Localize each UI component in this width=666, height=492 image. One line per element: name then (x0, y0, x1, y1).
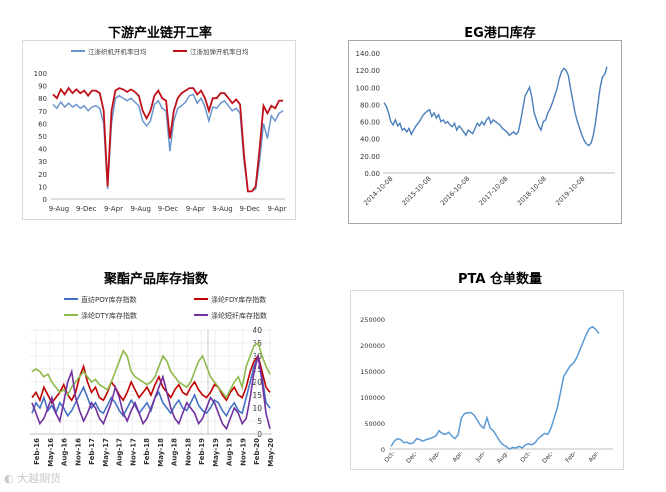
chart3-series-line-0 (31, 353, 271, 418)
chart3-right-ytick-3: 15 (252, 391, 262, 400)
chart2-title: EG港口库存 (464, 26, 536, 41)
chart4-plot: 0 50000 100000 150000 200000 250000 Oct- Dec- Fe… (350, 290, 624, 470)
chart3-xtick-2: Aug-16 (61, 438, 69, 466)
chart3-xtick-10: Aug-18 (171, 438, 179, 466)
chart2-xtick-3: 2017-10-08 (477, 175, 509, 207)
chart2-ytick-1: 20.00 (360, 153, 380, 161)
chart1-plot: 0 10 20 30 40 50 60 70 80 90 100 9-Aug 9-Dec 9-Apr 9-A… (22, 40, 296, 220)
chart1-legend-label-1: 江浙加弹开机率日均 (190, 47, 249, 56)
chart3-xtick-11: Nov-18 (184, 438, 192, 466)
chart3-xtick-13: May-19 (212, 438, 220, 467)
chart3-xtick-0: Feb-16 (33, 438, 41, 465)
chart4-title: PTA 仓单数量 (458, 272, 542, 287)
chart1-ytick-4: 40 (38, 146, 47, 154)
chart1-xtick-4: 9-Dec (158, 205, 179, 213)
chart2-series-line-0 (383, 66, 608, 147)
chart3-right-ytick-2: 10 (252, 404, 262, 413)
chart4-ytick-1: 50000 (364, 420, 385, 428)
chart3-xtick-8: Feb-18 (143, 438, 151, 465)
chart2-xtick-5: 2019-10-08 (554, 175, 586, 207)
chart1-ytick-7: 70 (38, 108, 47, 116)
chart1-ytick-10: 100 (34, 70, 47, 78)
chart1-ytick-6: 60 (38, 120, 47, 128)
chart2-ytick-5: 100.00 (356, 84, 381, 92)
chart3-right-ytick-1: 5 (257, 417, 262, 426)
chart3-legend-label-1: 涤纶FDY库存指数 (211, 295, 266, 304)
chart3-xtick-5: May-17 (102, 438, 110, 467)
chart2-xtick-1: 2015-10-08 (400, 175, 432, 207)
chart2-ytick-4: 80.00 (360, 101, 380, 109)
chart4-xtick-3: Apr- (451, 450, 464, 464)
logo-icon: ◐ (4, 472, 14, 485)
chart3-xtick-3: Nov-16 (74, 438, 82, 466)
chart2-plot: 0.00 20.00 40.00 60.00 80.00 100.00 120.00 140.… (348, 40, 622, 224)
watermark-logo: ◐ 大越期货 (4, 470, 61, 486)
chart1-legend-label-0: 江浙织机开机率日均 (88, 47, 147, 56)
logo-text: 大越期货 (17, 472, 62, 485)
chart3-xtick-15: Nov-19 (239, 438, 247, 466)
chart3-right-ytick-5: 25 (252, 365, 262, 374)
chart3-xtick-6: Aug-17 (116, 438, 124, 466)
chart2-xtick-0: 2014-10-08 (362, 175, 394, 207)
chart3-xtick-16: Feb-20 (253, 438, 261, 465)
chart3-right-ytick-8: 40 (252, 326, 262, 335)
chart3-xtick-17: May-20 (267, 438, 275, 467)
chart1-ytick-3: 30 (38, 158, 47, 166)
chart4-xtick-4: Jun- (474, 450, 487, 464)
chart4-xtick-8: Feb- (564, 450, 578, 464)
chart2-ytick-7: 140.00 (356, 50, 381, 58)
chart4-ytick-4: 200000 (360, 342, 385, 350)
chart1-xtick-2: 9-Apr (104, 205, 123, 213)
chart3-right-ytick-4: 20 (252, 378, 262, 387)
chart3-legend-label-0: 直纺POY库存指数 (81, 295, 137, 304)
chart2-xtick-4: 2018-10-08 (516, 175, 548, 207)
chart1-ytick-2: 20 (38, 171, 47, 179)
chart4-ytick-3: 150000 (360, 368, 385, 376)
chart3-plot: 0510152025303540Feb-16May-16Aug-16Nov-16… (30, 295, 275, 467)
chart1-ytick-8: 80 (38, 95, 47, 103)
chart3-xtick-14: Aug-19 (226, 438, 234, 466)
chart1-xtick-0: 9-Aug (49, 205, 70, 213)
chart3-xtick-7: Nov-17 (129, 438, 137, 466)
chart3-title: 聚酯产品库存指数 (103, 272, 208, 287)
chart4-ytick-5: 250000 (360, 316, 385, 324)
chart4-xtick-9: Apr- (587, 450, 600, 464)
chart3-xtick-12: Feb-19 (198, 438, 206, 465)
chart1-xtick-5: 9-Apr (186, 205, 205, 213)
chart3-legend-label-3: 涤纶短纤库存指数 (211, 311, 267, 320)
chart1-ytick-0: 0 (43, 196, 47, 204)
chart1-xtick-1: 9-Dec (76, 205, 97, 213)
chart1-xtick-6: 9-Aug (212, 205, 233, 213)
chart4-xtick-7: Dec- (541, 450, 555, 465)
chart2-ytick-2: 40.00 (360, 136, 380, 144)
chart1-series-line-1 (52, 86, 283, 193)
chart1-xtick-8: 9-Apr (268, 205, 287, 213)
chart3-xtick-1: May-16 (47, 438, 55, 467)
chart2-ytick-3: 60.00 (360, 119, 380, 127)
chart4-series-line-0 (390, 325, 600, 450)
chart1-title: 下游产业链开工率 (107, 26, 212, 41)
chart2-ytick-0: 0.00 (364, 170, 380, 178)
chart3-series-line-1 (31, 354, 271, 405)
chart1-series-line-0 (52, 93, 284, 193)
chart1-xtick-7: 9-Dec (239, 205, 260, 213)
chart4-xtick-6: Oct- (519, 450, 532, 464)
chart2-xtick-2: 2016-10-08 (439, 175, 471, 207)
chart3-xtick-9: May-18 (157, 438, 165, 467)
chart3-legend-label-2: 涤纶DTY库存指数 (81, 311, 137, 320)
chart3-series-line-2 (31, 341, 271, 400)
chart1-ytick-9: 90 (38, 83, 47, 91)
chart1-xtick-3: 9-Aug (131, 205, 152, 213)
chart4-xtick-0: Oct- (383, 450, 396, 464)
chart4-xtick-1: Dec- (405, 450, 419, 465)
chart4-xtick-2: Feb- (428, 450, 442, 464)
chart1-ytick-5: 50 (38, 133, 47, 141)
chart3-xtick-4: Feb-17 (88, 438, 96, 465)
chart4-ytick-0: 0 (381, 446, 385, 454)
chart4-ytick-2: 100000 (360, 394, 385, 402)
chart2-ytick-6: 120.00 (356, 67, 381, 75)
chart4-xtick-5: Aug- (496, 450, 510, 465)
chart1-ytick-1: 10 (38, 183, 47, 191)
chart3-series-line-3 (31, 355, 271, 431)
